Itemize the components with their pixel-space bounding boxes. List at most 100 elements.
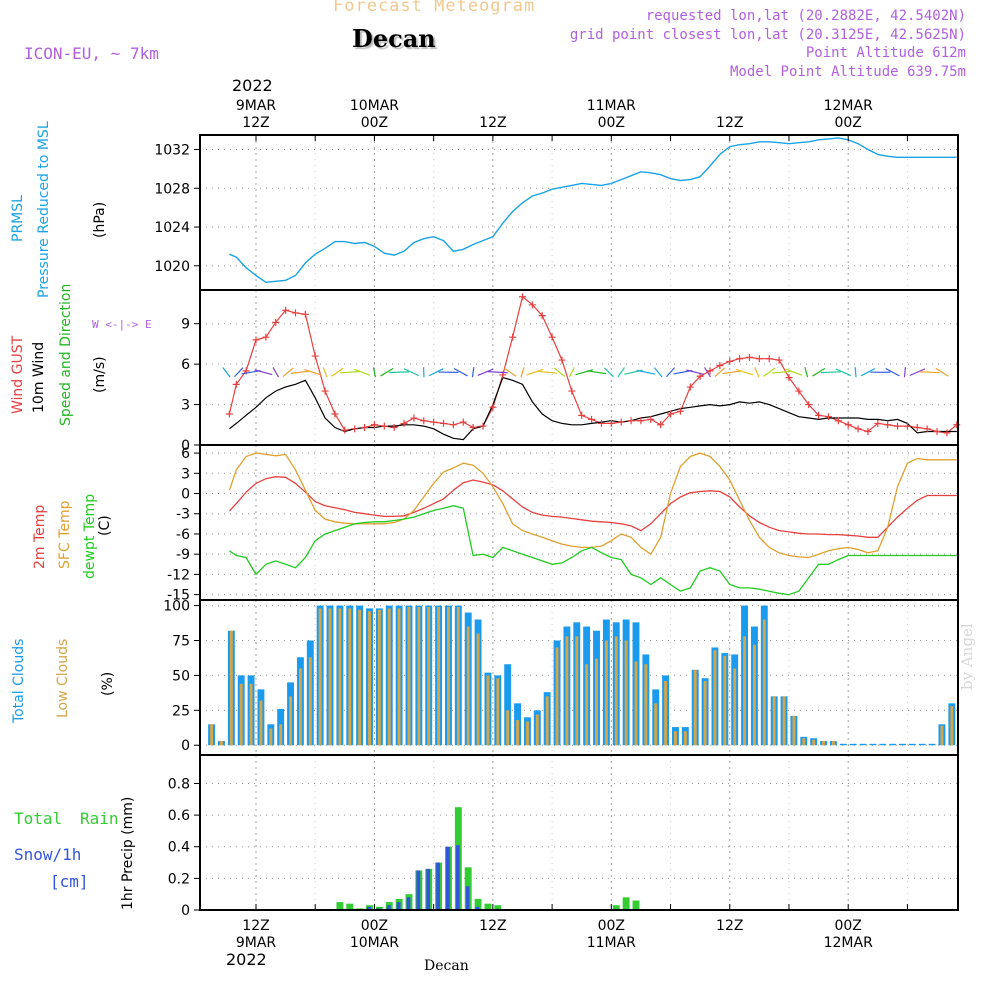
wind-direction-arrow bbox=[835, 368, 851, 377]
point-altitude: Point Altitude 612m bbox=[805, 45, 966, 61]
y-tick-label: -15 bbox=[167, 588, 190, 604]
bar-low-cloud bbox=[279, 724, 283, 746]
wind-direction-arrow bbox=[290, 370, 311, 374]
wind-direction-arrow bbox=[520, 367, 525, 378]
wind-direction-arrow bbox=[234, 367, 244, 378]
bar-snow bbox=[436, 862, 440, 910]
bar-rain bbox=[346, 903, 354, 910]
gust-marker bbox=[726, 357, 734, 365]
wind-direction-arrow bbox=[885, 368, 900, 377]
bar-low-cloud bbox=[614, 636, 618, 746]
bar-low-cloud bbox=[427, 606, 431, 746]
bar-low-cloud bbox=[456, 606, 460, 746]
bar-low-cloud bbox=[220, 741, 223, 746]
gust-marker bbox=[469, 423, 477, 431]
gust-marker bbox=[923, 425, 931, 433]
wind-direction-arrow bbox=[403, 368, 420, 377]
wind-direction-arrow bbox=[763, 367, 776, 377]
bar-total-cloud bbox=[918, 743, 926, 746]
gust-marker bbox=[943, 429, 951, 437]
y-tick-label: 0.6 bbox=[168, 808, 190, 824]
wind-direction-arrow bbox=[704, 367, 712, 378]
bar-rain bbox=[474, 898, 482, 910]
bar-low-cloud bbox=[743, 636, 747, 746]
gust-marker bbox=[568, 387, 576, 395]
gust-marker bbox=[558, 356, 566, 364]
bar-low-cloud bbox=[407, 606, 411, 746]
gust-marker bbox=[509, 333, 517, 341]
wind-direction-arrow bbox=[222, 367, 231, 378]
y-tick-label: 3 bbox=[181, 398, 190, 414]
y-tick-label: -3 bbox=[176, 507, 190, 523]
gust-marker bbox=[301, 310, 309, 318]
bar-low-cloud bbox=[535, 714, 539, 746]
series-sfc-temp bbox=[228, 452, 957, 559]
y-tick-label: 6 bbox=[181, 357, 190, 373]
bar-total-cloud bbox=[859, 743, 867, 746]
bar-low-cloud bbox=[466, 626, 470, 746]
bar-rain bbox=[632, 900, 640, 910]
bar-low-cloud bbox=[328, 608, 332, 746]
y-tick-label: 0 bbox=[181, 438, 190, 454]
bar-low-cloud bbox=[703, 680, 707, 746]
wind-direction-arrow bbox=[428, 368, 444, 377]
x-label-date-bottom: 9MAR bbox=[236, 935, 277, 951]
bar-low-cloud bbox=[259, 700, 263, 746]
gust-marker bbox=[262, 333, 270, 341]
x-label-hour-bottom: 00Z bbox=[361, 918, 388, 934]
bar-low-cloud bbox=[752, 644, 756, 746]
wind-direction-arrow bbox=[526, 368, 544, 376]
gust-marker bbox=[548, 333, 556, 341]
wind-direction-arrow bbox=[322, 367, 328, 378]
bar-low-cloud bbox=[417, 606, 421, 746]
precip-label-cm: [cm] bbox=[50, 872, 89, 891]
gust-marker bbox=[913, 423, 921, 431]
gust-marker bbox=[834, 417, 842, 425]
x-label-hour-top: 00Z bbox=[361, 115, 388, 131]
bar-total-cloud bbox=[889, 743, 897, 746]
wind-direction-arrow bbox=[804, 367, 809, 378]
gust-marker bbox=[775, 356, 783, 364]
gust-marker bbox=[746, 353, 753, 361]
bar-low-cloud bbox=[713, 650, 717, 746]
bar-snow bbox=[475, 906, 480, 910]
y-tick-label: 3 bbox=[181, 466, 190, 482]
wind-direction-arrow bbox=[653, 367, 663, 378]
bar-rain bbox=[622, 897, 630, 910]
x-label-date-bottom: 10MAR bbox=[350, 935, 399, 951]
wind-direction-arrow bbox=[537, 370, 558, 374]
y-tick-label: -12 bbox=[167, 567, 190, 583]
wind-direction-arrow bbox=[714, 367, 726, 378]
bar-low-cloud bbox=[506, 710, 510, 746]
bar-low-cloud bbox=[496, 678, 500, 746]
gust-marker bbox=[884, 421, 892, 429]
precip-label-total: Total bbox=[14, 809, 63, 828]
wind-direction-arrow bbox=[820, 371, 841, 374]
wind-direction-arrow bbox=[331, 367, 344, 377]
bar-total-cloud bbox=[899, 743, 906, 746]
bar-low-cloud bbox=[674, 731, 677, 746]
chart-title: Forecast Meteogram bbox=[333, 0, 536, 16]
series-10m-wind bbox=[229, 376, 957, 441]
gust-marker bbox=[272, 318, 280, 326]
bar-low-cloud bbox=[338, 608, 342, 746]
x-label-date-top: 9MAR bbox=[236, 98, 277, 114]
bar-rain bbox=[484, 903, 492, 910]
bar-low-cloud bbox=[368, 611, 371, 746]
y-tick-label: 1032 bbox=[154, 143, 190, 159]
bar-low-cloud bbox=[604, 640, 608, 746]
panel-frame bbox=[199, 289, 959, 446]
bar-low-cloud bbox=[664, 680, 668, 746]
gust-marker bbox=[361, 423, 369, 431]
gust-marker bbox=[874, 419, 882, 427]
gust-marker bbox=[430, 418, 438, 426]
y-tick-label: 0.8 bbox=[168, 776, 190, 792]
gust-marker bbox=[370, 421, 378, 429]
gust-marker bbox=[903, 422, 911, 430]
x-label-date-bottom: 12MAR bbox=[824, 935, 873, 951]
gust-marker bbox=[617, 418, 625, 426]
bar-low-cloud bbox=[565, 636, 569, 746]
bar-total-cloud bbox=[869, 743, 877, 746]
wind-direction-arrow bbox=[909, 368, 926, 377]
bar-snow bbox=[426, 868, 431, 910]
